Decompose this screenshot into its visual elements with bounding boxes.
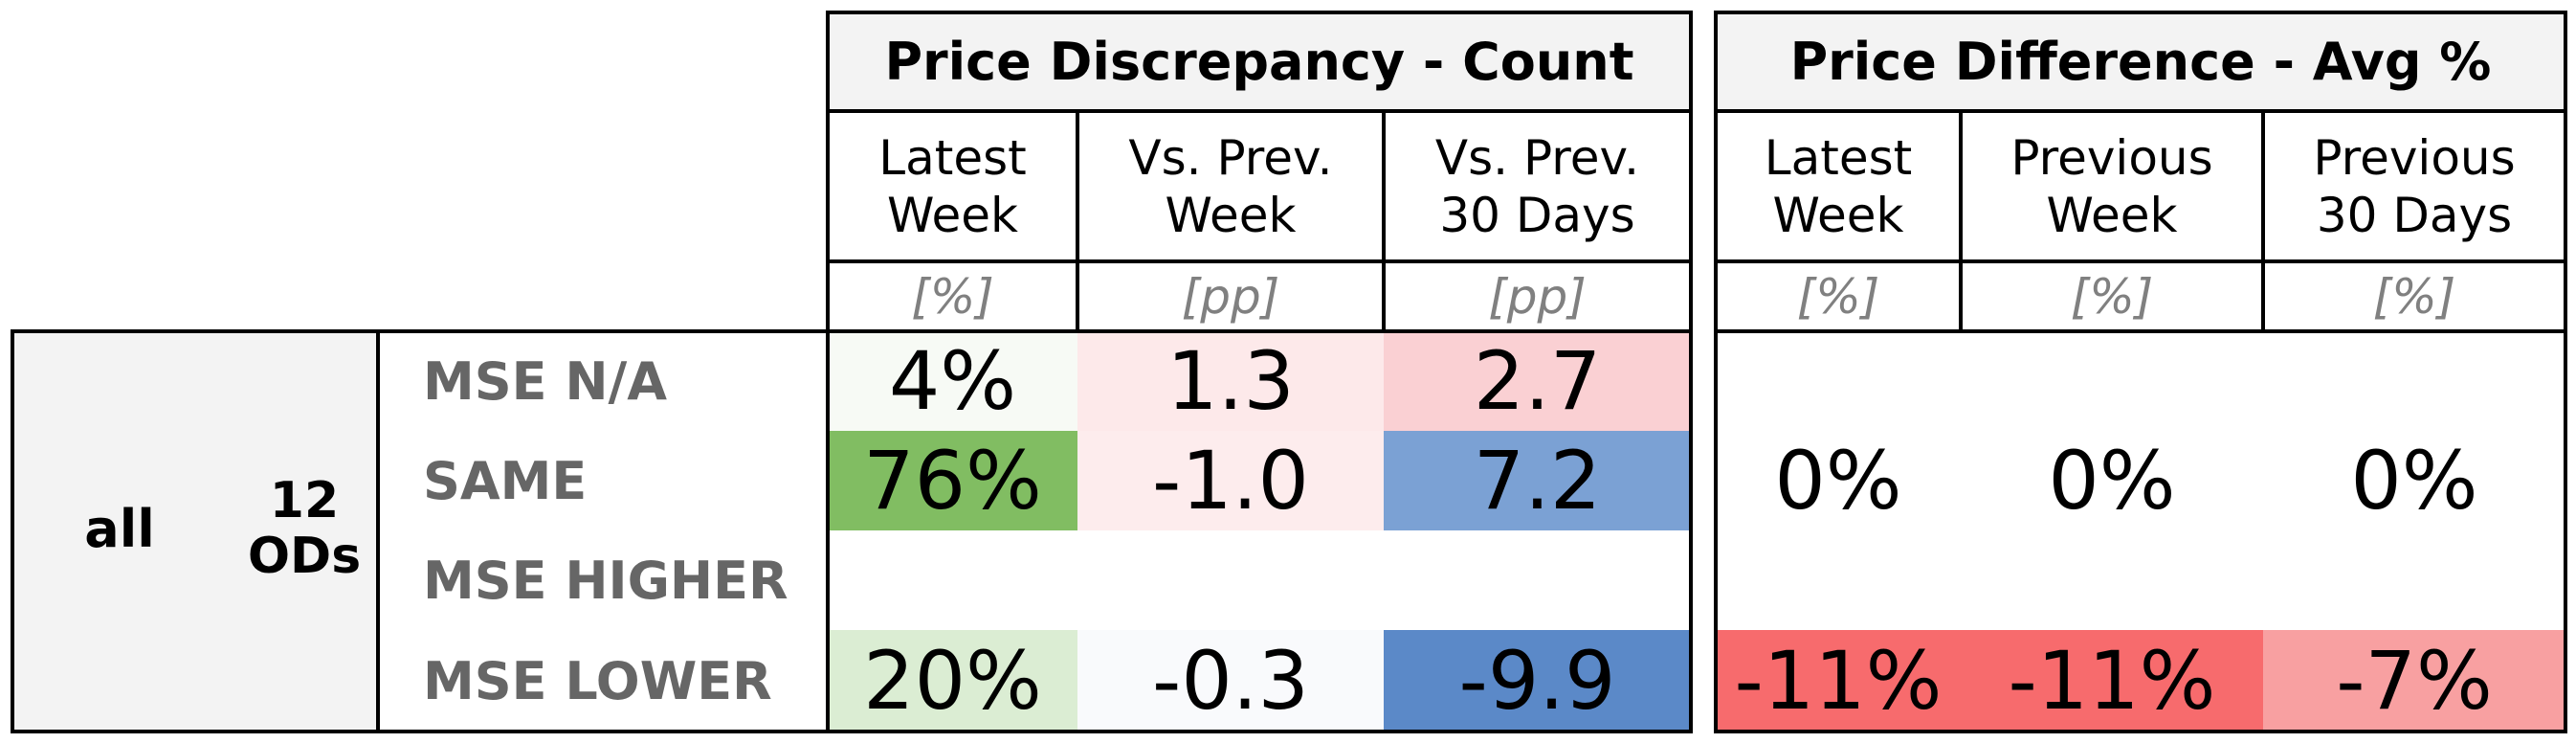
border-line — [2261, 109, 2265, 331]
row-label-same: SAME — [423, 450, 588, 511]
diff-col1-unit: [%] — [1796, 268, 1880, 325]
border-line — [11, 329, 14, 733]
diff-col2-header: Previous Week — [2010, 129, 2213, 243]
count-cell — [1384, 530, 1691, 630]
diff-cell: 0% — [2263, 331, 2565, 630]
border-line — [1382, 109, 1386, 331]
count-col1-unit: [%] — [911, 268, 994, 325]
count-cell: 4% — [828, 331, 1077, 431]
count-col3-unit: [pp] — [1488, 268, 1587, 325]
segment-block — [12, 331, 378, 732]
count-cell: -1.0 — [1077, 431, 1384, 530]
count-col2-header: Vs. Prev. Week — [1128, 129, 1333, 243]
count-cell — [1077, 530, 1384, 630]
count-cell: 1.3 — [1077, 331, 1384, 431]
border-line — [2564, 11, 2567, 733]
border-line — [376, 329, 380, 733]
diff-cell: 0% — [1716, 331, 1961, 630]
diff-col3-header: Previous 30 Days — [2313, 129, 2516, 243]
count-cell: 7.2 — [1384, 431, 1691, 530]
count-cell: 2.7 — [1384, 331, 1691, 431]
count-cell: -0.3 — [1077, 630, 1384, 732]
count-col2-unit: [pp] — [1181, 268, 1280, 325]
border-line — [1714, 11, 2567, 14]
border-line — [826, 109, 1693, 113]
count-group-title: Price Discrepancy - Count — [828, 12, 1691, 111]
row-label-mse-lower: MSE LOWER — [423, 650, 772, 711]
border-line — [1714, 730, 2567, 733]
count-cell: -9.9 — [1384, 630, 1691, 732]
count-cell: 20% — [828, 630, 1077, 732]
diff-group-title: Price Difference - Avg % — [1716, 12, 2565, 111]
border-line — [1959, 109, 1963, 331]
border-line — [1714, 11, 1718, 733]
border-line — [826, 11, 830, 733]
border-line — [1714, 109, 2567, 113]
border-line — [826, 11, 1693, 14]
border-line — [1714, 259, 2567, 263]
diff-col2-unit: [%] — [2070, 268, 2154, 325]
border-line — [1076, 109, 1079, 331]
border-line — [1689, 11, 1693, 733]
diff-col3-unit: [%] — [2372, 268, 2456, 325]
segment-count: 12 ODs — [247, 472, 362, 585]
count-col1-header: Latest Week — [878, 129, 1027, 243]
border-line — [11, 329, 1693, 333]
diff-cell: 0% — [1961, 331, 2263, 630]
row-label-mse-higher: MSE HIGHER — [423, 550, 788, 611]
count-col3-header: Vs. Prev. 30 Days — [1434, 129, 1640, 243]
diff-cell: -7% — [2263, 630, 2565, 732]
count-cell: 76% — [828, 431, 1077, 530]
diff-col1-header: Latest Week — [1764, 129, 1913, 243]
segment-name: all — [84, 499, 155, 559]
border-line — [11, 730, 1693, 733]
border-line — [1714, 329, 2567, 333]
count-cell — [828, 530, 1077, 630]
diff-cell: -11% — [1961, 630, 2263, 732]
diff-cell: -11% — [1716, 630, 1961, 732]
border-line — [826, 259, 1693, 263]
row-label-mse-na: MSE N/A — [423, 350, 668, 412]
